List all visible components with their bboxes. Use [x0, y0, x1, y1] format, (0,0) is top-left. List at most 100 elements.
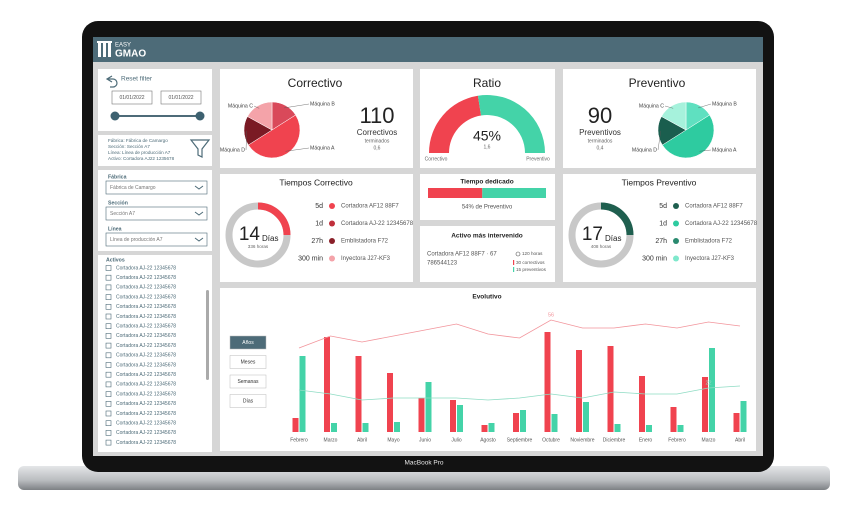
bar	[544, 332, 551, 432]
row-asset: Cortadora AJ-22 12345678	[685, 221, 758, 227]
x-tick-label: Septiembre	[507, 437, 533, 443]
pie-slice	[661, 101, 687, 131]
period-button[interactable]	[229, 355, 267, 369]
row-time: 5d	[659, 203, 667, 210]
dropdown-chevron[interactable]	[194, 237, 204, 242]
checkbox[interactable]	[105, 333, 112, 339]
donut-days: 14	[239, 224, 261, 245]
checkbox[interactable]	[105, 294, 112, 300]
checkbox[interactable]	[105, 265, 112, 271]
filter-summary: Sección: Sección A7	[108, 144, 150, 149]
checkbox[interactable]	[105, 342, 112, 349]
x-tick-label: Enero	[639, 437, 653, 443]
pie-leader	[284, 103, 310, 109]
date-from[interactable]: 01/01/2022	[119, 95, 144, 101]
row-asset: Emblistadora F72	[685, 239, 733, 245]
checkbox[interactable]	[105, 400, 112, 407]
kpi-sub: terminados	[588, 138, 613, 144]
checkbox[interactable]	[105, 420, 112, 427]
checkbox[interactable]	[105, 410, 112, 417]
period-button-label[interactable]: Años	[242, 340, 254, 346]
reset-icon[interactable]	[105, 75, 118, 88]
asset-item[interactable]: Cortadora AJ-22 12345678	[116, 314, 176, 320]
asset-item[interactable]: Cortadora AJ-22 12345678	[116, 294, 176, 300]
checkbox[interactable]	[105, 313, 112, 320]
donut-highlight	[600, 202, 634, 236]
asset-item[interactable]: Cortadora AJ-22 12345678	[116, 353, 176, 359]
period-button[interactable]	[229, 335, 267, 350]
checkbox[interactable]	[105, 371, 112, 378]
asset-item[interactable]: Cortadora AJ-22 12345678	[116, 391, 176, 397]
checkbox[interactable]	[105, 303, 112, 310]
period-button-label[interactable]: Meses	[241, 359, 256, 365]
row-asset: Inyectora J27-KF3	[341, 256, 391, 262]
pie-leader	[699, 149, 712, 152]
checkbox[interactable]	[105, 362, 112, 368]
asset-item[interactable]: Cortadora AJ-22 12345678	[116, 275, 176, 281]
date-to[interactable]: 01/01/2022	[168, 95, 193, 101]
bar	[418, 398, 425, 432]
asset-item[interactable]: Cortadora AJ-22 12345678	[116, 324, 176, 330]
dropdown-chevron[interactable]	[194, 211, 204, 216]
slider-knob[interactable]	[195, 111, 205, 121]
dropdown-value[interactable]: Fábrica de Camargo	[110, 185, 156, 191]
checkbox[interactable]	[105, 274, 112, 281]
slider-knob[interactable]	[110, 111, 120, 121]
asset-item[interactable]: Cortadora AJ-22 12345678	[116, 285, 176, 291]
dropdown-chevron[interactable]	[194, 185, 204, 190]
dropdown[interactable]	[105, 180, 208, 195]
checkbox[interactable]	[105, 352, 112, 359]
scrollbar[interactable]	[206, 290, 209, 380]
period-button-label[interactable]: Semanas	[237, 379, 259, 385]
share-correctivo	[428, 188, 483, 198]
logo-small: EASY	[115, 43, 131, 49]
period-button[interactable]	[229, 374, 267, 389]
asset-item[interactable]: Cortadora AJ-22 12345678	[116, 430, 176, 436]
dropdown-value[interactable]: Sección A7	[110, 211, 135, 217]
filter-icon[interactable]	[189, 139, 211, 158]
asset-item[interactable]: Cortadora AJ-22 12345678	[116, 382, 176, 388]
checkbox[interactable]	[105, 391, 112, 397]
row-dot	[673, 255, 679, 262]
card-title: Tiempos Correctivo	[279, 177, 353, 187]
asset-hours: 120 horas	[522, 251, 543, 256]
row-time: 1d	[659, 220, 667, 227]
asset-item[interactable]: Cortadora AJ-22 12345678	[116, 304, 176, 310]
period-button-label[interactable]: Días	[243, 398, 254, 404]
dropdown[interactable]	[105, 206, 208, 221]
asset-item[interactable]: Cortadora AJ-22 12345678	[116, 440, 176, 446]
checkbox[interactable]	[105, 284, 112, 291]
asset-item[interactable]: Cortadora AJ-22 12345678	[116, 265, 176, 271]
dropdown[interactable]	[105, 232, 208, 247]
card-title: Ratio	[473, 76, 501, 90]
kpi-label: Correctivos	[357, 128, 397, 137]
checkbox[interactable]	[105, 439, 112, 446]
card-title: Tiempo dedicado	[460, 179, 513, 186]
x-tick-label: Julio	[451, 437, 462, 443]
gauge-left: Correctivo	[425, 156, 448, 162]
header-bar	[93, 37, 763, 62]
checkbox[interactable]	[105, 381, 112, 388]
checkbox[interactable]	[105, 323, 112, 330]
tick-green	[513, 267, 515, 272]
date-from-box[interactable]	[111, 90, 153, 105]
asset-item[interactable]: Cortadora AJ-22 12345678	[116, 421, 176, 427]
asset-item[interactable]: Cortadora AJ-22 12345678	[116, 411, 176, 417]
date-to-box[interactable]	[160, 90, 202, 105]
x-tick-label: Mayo	[387, 437, 399, 443]
asset-item[interactable]: Cortadora AJ-22 12345678	[116, 343, 176, 349]
asset-item[interactable]: Cortadora AJ-22 12345678	[116, 333, 176, 339]
period-button[interactable]	[229, 394, 267, 408]
x-tick-label: Febrero	[290, 437, 308, 443]
asset-item[interactable]: Cortadora AJ-22 12345678	[116, 401, 176, 407]
asset-item[interactable]: Cortadora AJ-22 12345678	[116, 372, 176, 378]
clock-icon	[515, 251, 521, 257]
pie-leader	[698, 103, 712, 109]
donut-unit: Días	[605, 234, 621, 243]
reset-filter[interactable]: Reset filter	[121, 76, 153, 83]
dropdown-value[interactable]: Línea de producción A7	[110, 237, 163, 243]
checkbox[interactable]	[105, 430, 112, 436]
asset-item[interactable]: Cortadora AJ-22 12345678	[116, 362, 176, 368]
bar	[614, 424, 621, 432]
